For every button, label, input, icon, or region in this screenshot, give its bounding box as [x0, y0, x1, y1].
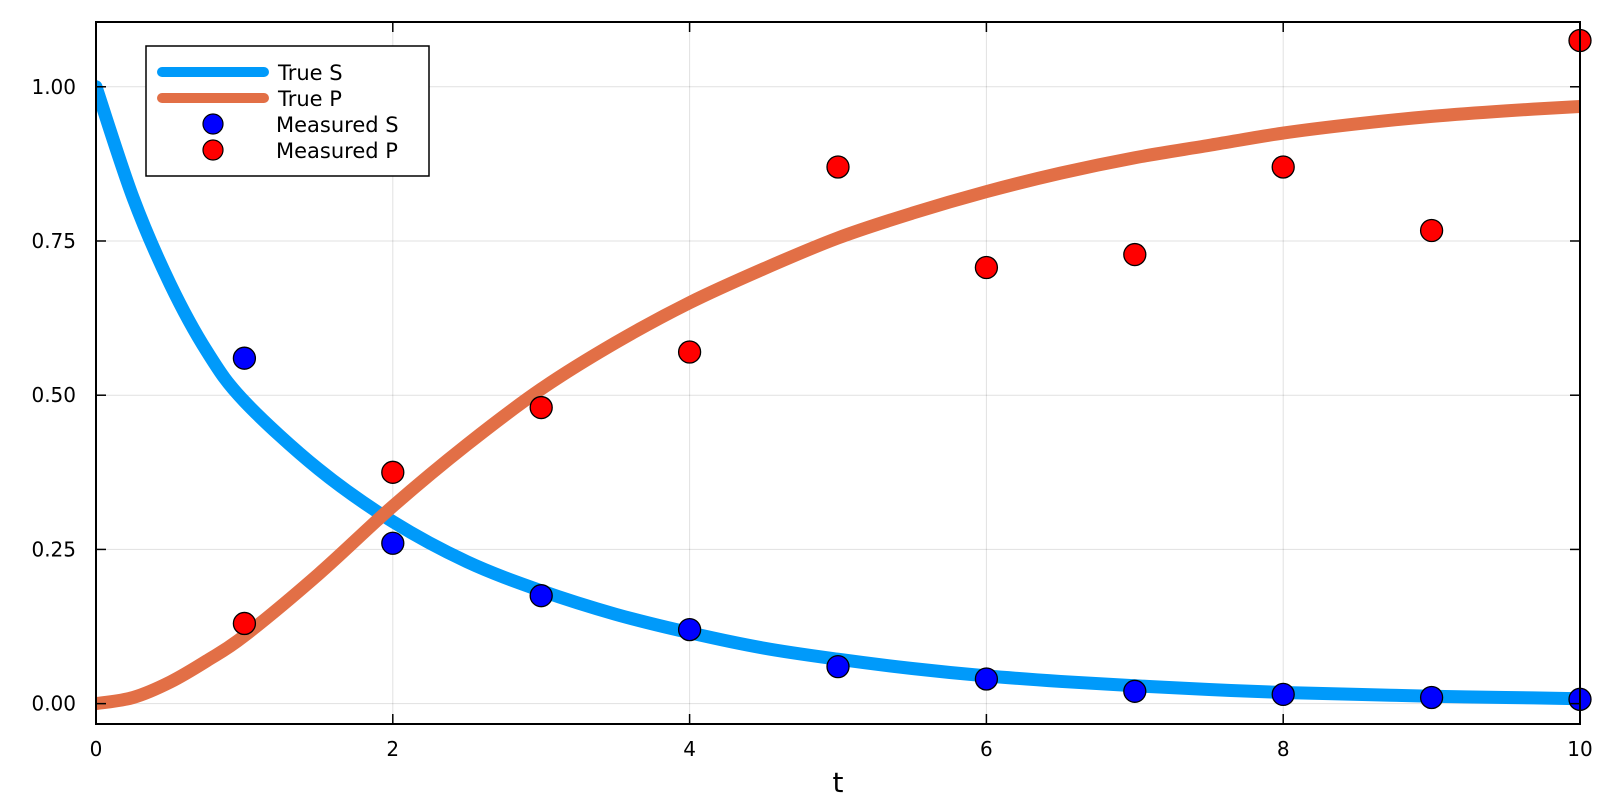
measured-s-legend-swatch — [202, 113, 224, 135]
y-tick-label: 0.00 — [31, 692, 76, 716]
measured-p-point — [974, 255, 999, 280]
y-tick-label: 0.25 — [31, 537, 76, 561]
measured-p-point — [677, 340, 702, 364]
plot-frame — [95, 21, 1581, 725]
series-lines — [96, 80, 1580, 711]
measured-p-point — [1271, 155, 1295, 179]
x-tick-label: 2 — [386, 737, 399, 761]
y-tick-label: 1.00 — [31, 75, 76, 99]
measured-s-point — [1419, 685, 1444, 710]
measured-s-point — [826, 654, 850, 679]
x-tick-label: 8 — [1277, 737, 1290, 761]
true-p-line — [96, 100, 1580, 711]
measured-p-point — [232, 611, 257, 636]
measured-p-point — [529, 395, 553, 420]
measured-p-point — [1123, 242, 1147, 267]
measured-s-legend-label: Measured S — [276, 113, 399, 137]
series-points — [232, 28, 1592, 711]
true-p-legend-label: True P — [277, 87, 342, 111]
measured-s-point — [677, 617, 702, 642]
measured-p-legend-swatch — [202, 139, 224, 161]
measured-s-point — [1271, 682, 1295, 707]
measured-p-point — [381, 460, 405, 484]
x-tick-label: 10 — [1567, 737, 1592, 761]
true-s-line — [96, 80, 1580, 706]
measured-s-point — [974, 667, 999, 691]
measured-s-point — [232, 346, 257, 370]
ticks — [95, 22, 1581, 724]
measured-p-point — [826, 155, 850, 179]
measured-s-point — [1123, 679, 1147, 703]
x-axis-label: t — [833, 766, 844, 799]
y-tick-label: 0.50 — [31, 383, 76, 407]
y-tick-label: 0.75 — [31, 229, 76, 253]
tick-labels: 0 2 4 6 8 10 0.00 0.25 0.50 0.75 1.00 — [31, 75, 1592, 761]
measured-p-point — [1419, 218, 1444, 243]
measured-s-point — [381, 531, 405, 555]
true-s-legend-label: True S — [277, 61, 343, 85]
measured-s-point — [529, 584, 553, 608]
x-tick-label: 0 — [90, 737, 103, 761]
x-tick-label: 6 — [980, 737, 993, 761]
x-tick-label: 4 — [683, 737, 696, 761]
measured-p-legend-label: Measured P — [276, 139, 398, 163]
